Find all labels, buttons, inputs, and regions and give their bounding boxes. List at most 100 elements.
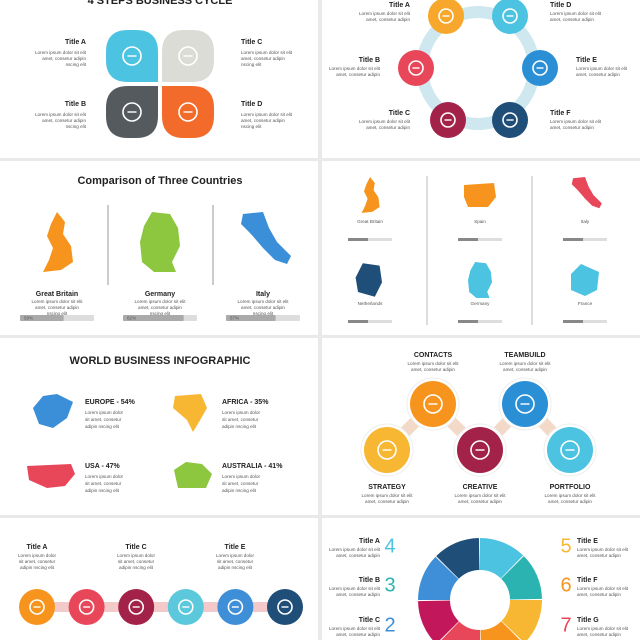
panel — [322, 0, 640, 158]
body-text: Lorem ipsum dolor — [117, 553, 156, 558]
icon — [423, 394, 443, 414]
body-text: Lorem ipsum dolor — [85, 410, 124, 415]
icon — [560, 440, 580, 460]
body-text: amet, consetur adipin — [241, 305, 285, 310]
wheel-segment — [501, 556, 542, 600]
item-title: Title E — [225, 544, 246, 551]
body-text: Lorem ipsum dolor — [85, 474, 124, 479]
body-text: amet, consetur adipin — [503, 367, 547, 372]
body-text: Lorem ipsum dolor sit elit — [35, 112, 87, 117]
country-name: Spain — [474, 219, 486, 224]
country-name: Italy — [581, 219, 590, 224]
progress-fill — [226, 315, 276, 321]
step-number: 2 — [384, 614, 395, 636]
body-text: sit amet, consetur — [85, 481, 122, 486]
body-text: Lorem ipsum dolor sit elit — [329, 66, 381, 71]
item-title: CREATIVE — [463, 484, 498, 491]
icon — [438, 8, 454, 24]
icon — [408, 60, 424, 76]
body-text: sit amet, consetur — [217, 559, 254, 564]
map-shape — [361, 177, 380, 213]
wheel-segment — [418, 556, 459, 600]
item-title: Title C — [389, 110, 410, 117]
body-text: amet, consetur adipin — [241, 118, 285, 123]
body-text: adipin nscing elit — [218, 565, 253, 570]
map-shape — [464, 183, 496, 207]
item-title: TEAMBUILD — [504, 352, 545, 359]
icon — [277, 599, 293, 615]
body-text: nscing elit — [241, 62, 262, 67]
percent: 82% — [127, 316, 136, 321]
item-title: USA - 47% — [85, 463, 121, 470]
map-shape — [173, 394, 207, 432]
map-shape — [33, 394, 73, 428]
body-text: Lorem ipsum dolor sit elit — [329, 586, 381, 591]
country-name: France — [578, 301, 593, 306]
body-text: nscing elit — [66, 62, 87, 67]
progress-fill — [348, 320, 368, 323]
icon — [440, 112, 456, 128]
progress-fill — [563, 320, 583, 323]
icon — [502, 112, 518, 128]
body-text: Lorem ipsum dolor sit elit — [407, 361, 459, 366]
icon — [178, 46, 198, 66]
item-title: Title D — [550, 2, 571, 9]
body-text: Lorem ipsum dolor sit elit — [454, 493, 506, 498]
body-text: Lorem ipsum dolor — [216, 553, 255, 558]
body-text: Lorem ipsum dolor sit elit — [577, 547, 629, 552]
body-text: Lorem ipsum dolor sit elit — [35, 50, 87, 55]
body-text: amet, consetur adipin — [336, 72, 380, 77]
country-name: Great Britain — [36, 291, 78, 298]
map-shape — [43, 212, 73, 272]
wheel-segment — [418, 600, 459, 640]
country-name: Italy — [256, 291, 270, 298]
icon — [29, 599, 45, 615]
icon — [515, 394, 535, 414]
progress-track — [458, 238, 502, 241]
icon — [377, 440, 397, 460]
item-title: Title F — [550, 110, 571, 117]
wheel-segment — [441, 621, 480, 640]
panel — [0, 518, 318, 640]
body-text: amet, consetur adipin — [336, 632, 380, 637]
progress-fill — [123, 315, 184, 321]
wheel-segment — [436, 538, 480, 579]
country-name: Netherlands — [358, 301, 383, 306]
percent: 59% — [24, 316, 33, 321]
map-shape — [174, 462, 212, 488]
progress-fill — [563, 238, 583, 241]
body-text: Lorem ipsum dolor sit elit — [329, 547, 381, 552]
progress-track — [348, 238, 392, 241]
item-title: Title A — [65, 39, 86, 46]
step-number: 3 — [384, 574, 395, 596]
icon — [502, 8, 518, 24]
icon — [128, 599, 144, 615]
map-shape — [571, 177, 602, 209]
progress-track — [458, 320, 502, 323]
icon — [122, 102, 142, 122]
map-shape — [355, 263, 382, 297]
body-text: amet, consetur adipin — [458, 499, 502, 504]
item-title: AFRICA - 35% — [222, 399, 269, 406]
item-title: Title E — [576, 57, 597, 64]
item-title: Title G — [577, 617, 599, 624]
item-title: Title E — [577, 538, 598, 545]
body-text: Lorem ipsum dolor sit elit — [31, 299, 83, 304]
progress-track — [563, 320, 607, 323]
body-text: Lorem ipsum dolor sit elit — [134, 299, 186, 304]
item-title: CONTACTS — [414, 352, 453, 359]
body-text: amet, consetur adipin — [577, 592, 621, 597]
body-text: Lorem ipsum dolor sit elit — [237, 299, 289, 304]
item-title: Title F — [577, 577, 598, 584]
progress-fill — [348, 238, 368, 241]
body-text: adipin nscing elit — [222, 424, 257, 429]
body-text: amet, consetur adipin — [241, 56, 285, 61]
body-text: adipin nscing elit — [20, 565, 55, 570]
item-title: Title B — [65, 101, 86, 108]
body-text: Lorem ipsum dolor sit elit — [550, 119, 602, 124]
progress-fill — [458, 320, 478, 323]
panel — [0, 0, 318, 158]
progress-fill — [20, 315, 64, 321]
body-text: Lorem ipsum dolor sit elit — [577, 626, 629, 631]
body-text: amet, consetur adipin — [366, 125, 410, 130]
